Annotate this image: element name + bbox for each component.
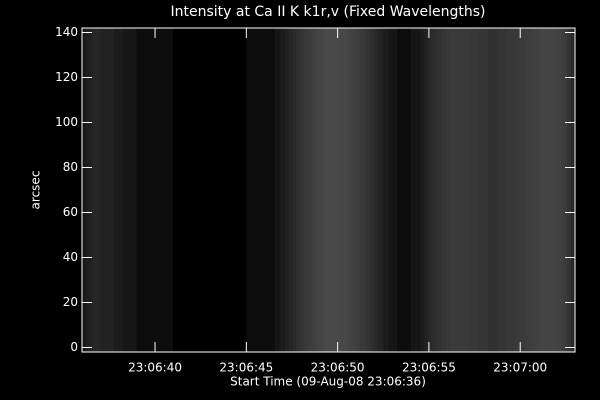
image (82, 28, 575, 352)
intensity-column (228, 28, 247, 352)
x-tick-label: 23:06:45 (219, 361, 273, 375)
x-axis-label: Start Time (09-Aug-08 23:06:36) (230, 375, 426, 389)
intensity-column (355, 28, 375, 352)
intensity-column (538, 28, 557, 352)
x-tick-label: 23:06:40 (128, 361, 182, 375)
y-tick-label: 120 (55, 70, 78, 84)
chart-title: Intensity at Ca II K k1r,v (Fixed Wavele… (171, 4, 486, 20)
x-tick-label: 23:06:55 (402, 361, 456, 375)
y-tick-label: 140 (55, 25, 78, 39)
intensity-column (520, 28, 539, 352)
intensity-column (209, 28, 229, 352)
intensity-column (428, 28, 448, 352)
intensity-column (447, 28, 466, 352)
y-tick-label: 0 (70, 340, 78, 354)
x-tick-label: 23:06:50 (311, 361, 365, 375)
intensity-column (337, 28, 356, 352)
intensity-column (246, 28, 265, 352)
intensity-column (483, 28, 502, 352)
y-tick-label: 20 (63, 295, 78, 309)
intensity-column (392, 28, 411, 352)
plot-frame (81, 27, 576, 353)
intensity-column (319, 28, 338, 352)
y-axis-label: arcsec (29, 171, 43, 210)
x-tick-label: 23:07:00 (493, 361, 547, 375)
intensity-column (118, 28, 137, 352)
intensity-column (173, 28, 192, 352)
y-tick-label: 80 (63, 160, 78, 174)
intensity-column (465, 28, 484, 352)
intensity-column (82, 28, 101, 352)
intensity-column (282, 28, 302, 352)
intensity-column (556, 28, 575, 352)
intensity-column (374, 28, 393, 352)
intensity-column (410, 28, 429, 352)
y-tick-label: 60 (63, 205, 78, 219)
y-tick-label: 40 (63, 250, 78, 264)
image-area (82, 28, 575, 352)
intensity-column (264, 28, 283, 352)
intensity-column (301, 28, 320, 352)
intensity-column (136, 28, 156, 352)
intensity-column (501, 28, 521, 352)
intensity-column (100, 28, 119, 352)
intensity-column (155, 28, 174, 352)
y-tick-label: 100 (55, 115, 78, 129)
intensity-column (191, 28, 210, 352)
